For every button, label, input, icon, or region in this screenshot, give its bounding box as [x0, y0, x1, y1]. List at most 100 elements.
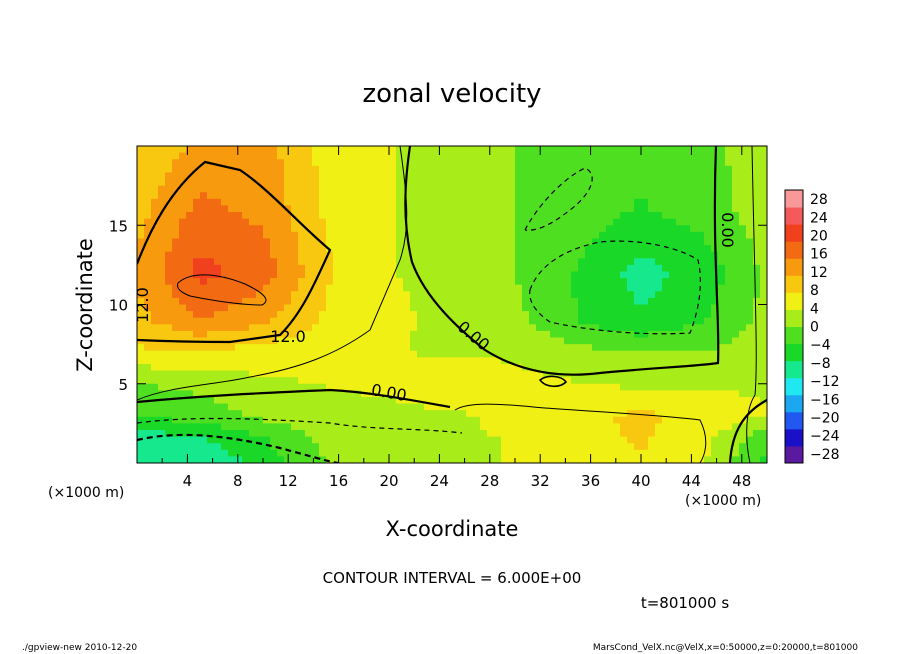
heat-cell: [760, 370, 767, 378]
heat-cell: [340, 456, 348, 463]
heat-cell: [375, 271, 383, 279]
heat-cell: [473, 264, 481, 273]
heat-cell: [305, 311, 313, 319]
heat-cell: [718, 238, 726, 246]
heat-cell: [361, 396, 369, 405]
heat-cell: [662, 324, 670, 332]
heat-cell: [158, 449, 166, 457]
heat-cell: [711, 370, 719, 378]
heat-cell: [375, 245, 383, 253]
heat-cell: [445, 172, 453, 180]
heat-cell: [291, 429, 299, 438]
heat-cell: [571, 205, 579, 213]
heat-cell: [508, 443, 516, 451]
heat-cell: [641, 146, 649, 154]
heat-cell: [452, 225, 460, 233]
heat-cell: [557, 449, 565, 457]
heat-cell: [697, 377, 705, 385]
heat-cell: [235, 383, 243, 391]
heat-cell: [326, 159, 334, 167]
heat-cell: [473, 377, 481, 385]
heat-cell: [494, 449, 502, 457]
heat-cell: [641, 231, 649, 240]
heat-cell: [340, 396, 348, 405]
heat-cell: [753, 258, 761, 266]
heat-cell: [529, 317, 537, 325]
heat-cell: [606, 264, 614, 273]
heat-cell: [480, 185, 488, 193]
heat-cell: [522, 192, 530, 200]
heat-cell: [410, 344, 418, 352]
heat-cell: [529, 330, 537, 339]
heat-cell: [438, 291, 446, 299]
heat-cell: [480, 443, 488, 451]
heat-cell: [382, 152, 390, 160]
heat-cell: [683, 179, 691, 187]
heat-cell: [186, 304, 194, 312]
heat-cell: [627, 179, 635, 187]
heat-cell: [683, 146, 691, 154]
heat-cell: [137, 443, 145, 451]
heat-cell: [249, 344, 257, 352]
heat-cell: [228, 251, 236, 259]
heat-cell: [158, 324, 166, 332]
heat-cell: [620, 225, 628, 233]
heat-cell: [522, 370, 530, 378]
colorbar-tick-label: 4: [810, 301, 819, 317]
heat-cell: [452, 337, 460, 345]
heat-cell: [200, 350, 208, 358]
heat-cell: [550, 291, 558, 299]
heat-cell: [725, 390, 733, 398]
heat-cell: [361, 436, 369, 444]
heat-cell: [207, 363, 215, 372]
heat-cell: [277, 245, 285, 253]
heat-cell: [543, 456, 551, 463]
heat-cell: [494, 225, 502, 233]
heat-cell: [494, 317, 502, 325]
heat-cell: [550, 317, 558, 325]
heat-cell: [704, 264, 712, 273]
heat-cell: [214, 225, 222, 233]
heat-cell: [284, 205, 292, 213]
heat-cell: [760, 185, 767, 193]
heat-cell: [480, 159, 488, 167]
heat-cell: [263, 231, 271, 240]
heat-cell: [557, 146, 565, 154]
heat-cell: [396, 258, 404, 266]
heat-cell: [284, 218, 292, 226]
colorbar-swatch: [785, 377, 803, 396]
heat-cell: [746, 271, 754, 279]
heat-cell: [473, 146, 481, 154]
heat-cell: [445, 363, 453, 372]
heat-cell: [522, 429, 530, 438]
heat-cell: [606, 403, 614, 411]
colorbar-tick-label: 16: [810, 247, 828, 263]
heat-cell: [228, 146, 236, 154]
heat-cell: [298, 337, 306, 345]
heat-cell: [557, 350, 565, 358]
heat-cell: [620, 390, 628, 398]
heat-cell: [564, 165, 572, 174]
heat-cell: [746, 291, 754, 299]
heat-cell: [529, 271, 537, 279]
heat-cell: [739, 456, 747, 463]
heat-cell: [466, 245, 474, 253]
heat-cell: [578, 245, 586, 253]
heat-cell: [501, 172, 509, 180]
heat-cell: [753, 410, 761, 418]
heat-cell: [641, 304, 649, 312]
heat-cell: [445, 297, 453, 306]
heat-cell: [473, 205, 481, 213]
heat-cell: [417, 330, 425, 339]
heat-cell: [690, 390, 698, 398]
heat-cell: [284, 403, 292, 411]
heat-cell: [711, 317, 719, 325]
heat-cell: [606, 416, 614, 424]
heat-cell: [606, 449, 614, 457]
heat-cell: [277, 185, 285, 193]
heat-cell: [543, 238, 551, 246]
heat-cell: [438, 251, 446, 259]
heat-cell: [746, 192, 754, 200]
heat-cell: [543, 383, 551, 391]
heat-cell: [326, 410, 334, 418]
